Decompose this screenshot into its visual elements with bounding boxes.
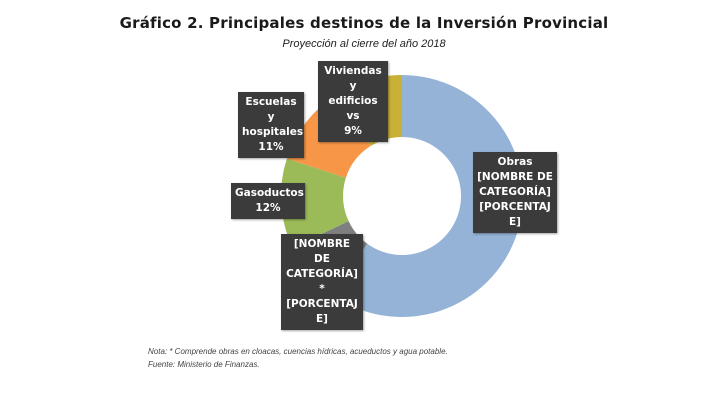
slice-label-line: 12% [255,202,281,214]
slice-label-line: * [319,283,325,295]
slice-label-line: 9% [344,125,362,137]
slice-gasoductos [281,158,349,248]
slice-label-gasoductos: Gasoductos 12% [231,183,305,219]
slice-label-line: Viviendas y [324,65,382,92]
slice-label-viviendas: Viviendas y edificios vs 9% [318,61,388,142]
slice-label-obras: Obras [NOMBRE DE CATEGORÍA] [PORCENTAJ E] [473,152,557,233]
slice-label-line: Escuelas y [245,96,297,123]
slice-label-line: Gasoductos [235,187,304,199]
slice-label-line: edificios vs [328,95,378,122]
chart-source: Fuente: Ministerio de Finanzas. [148,360,260,369]
slice-label-line: E] [316,313,328,325]
slice-label-line: hospitales [242,126,304,138]
slice-label-line: [NOMBRE DE [293,238,351,265]
slice-label-line: [PORCENTAJ [479,201,551,213]
slice-label-line: E] [509,216,521,228]
slice-label-line: [NOMBRE DE [477,171,553,183]
slice-label-line: CATEGORÍA] [286,268,358,280]
slice-label-escuelas: Escuelas y hospitales 11% [238,92,304,158]
slice-label-line: 11% [258,141,284,153]
chart-note: Nota: * Comprende obras en cloacas, cuen… [148,347,448,356]
slice-obras [330,75,524,317]
slice-label-line: CATEGORÍA] [479,186,551,198]
slice-label-other: [NOMBRE DE CATEGORÍA] * [PORCENTAJ E] [281,234,363,330]
slice-label-line: Obras [497,156,533,168]
chart-title: Gráfico 2. Principales destinos de la In… [119,14,609,32]
slice-label-line: [PORCENTAJ [286,298,358,310]
chart-subtitle: Proyección al cierre del año 2018 [282,38,446,50]
